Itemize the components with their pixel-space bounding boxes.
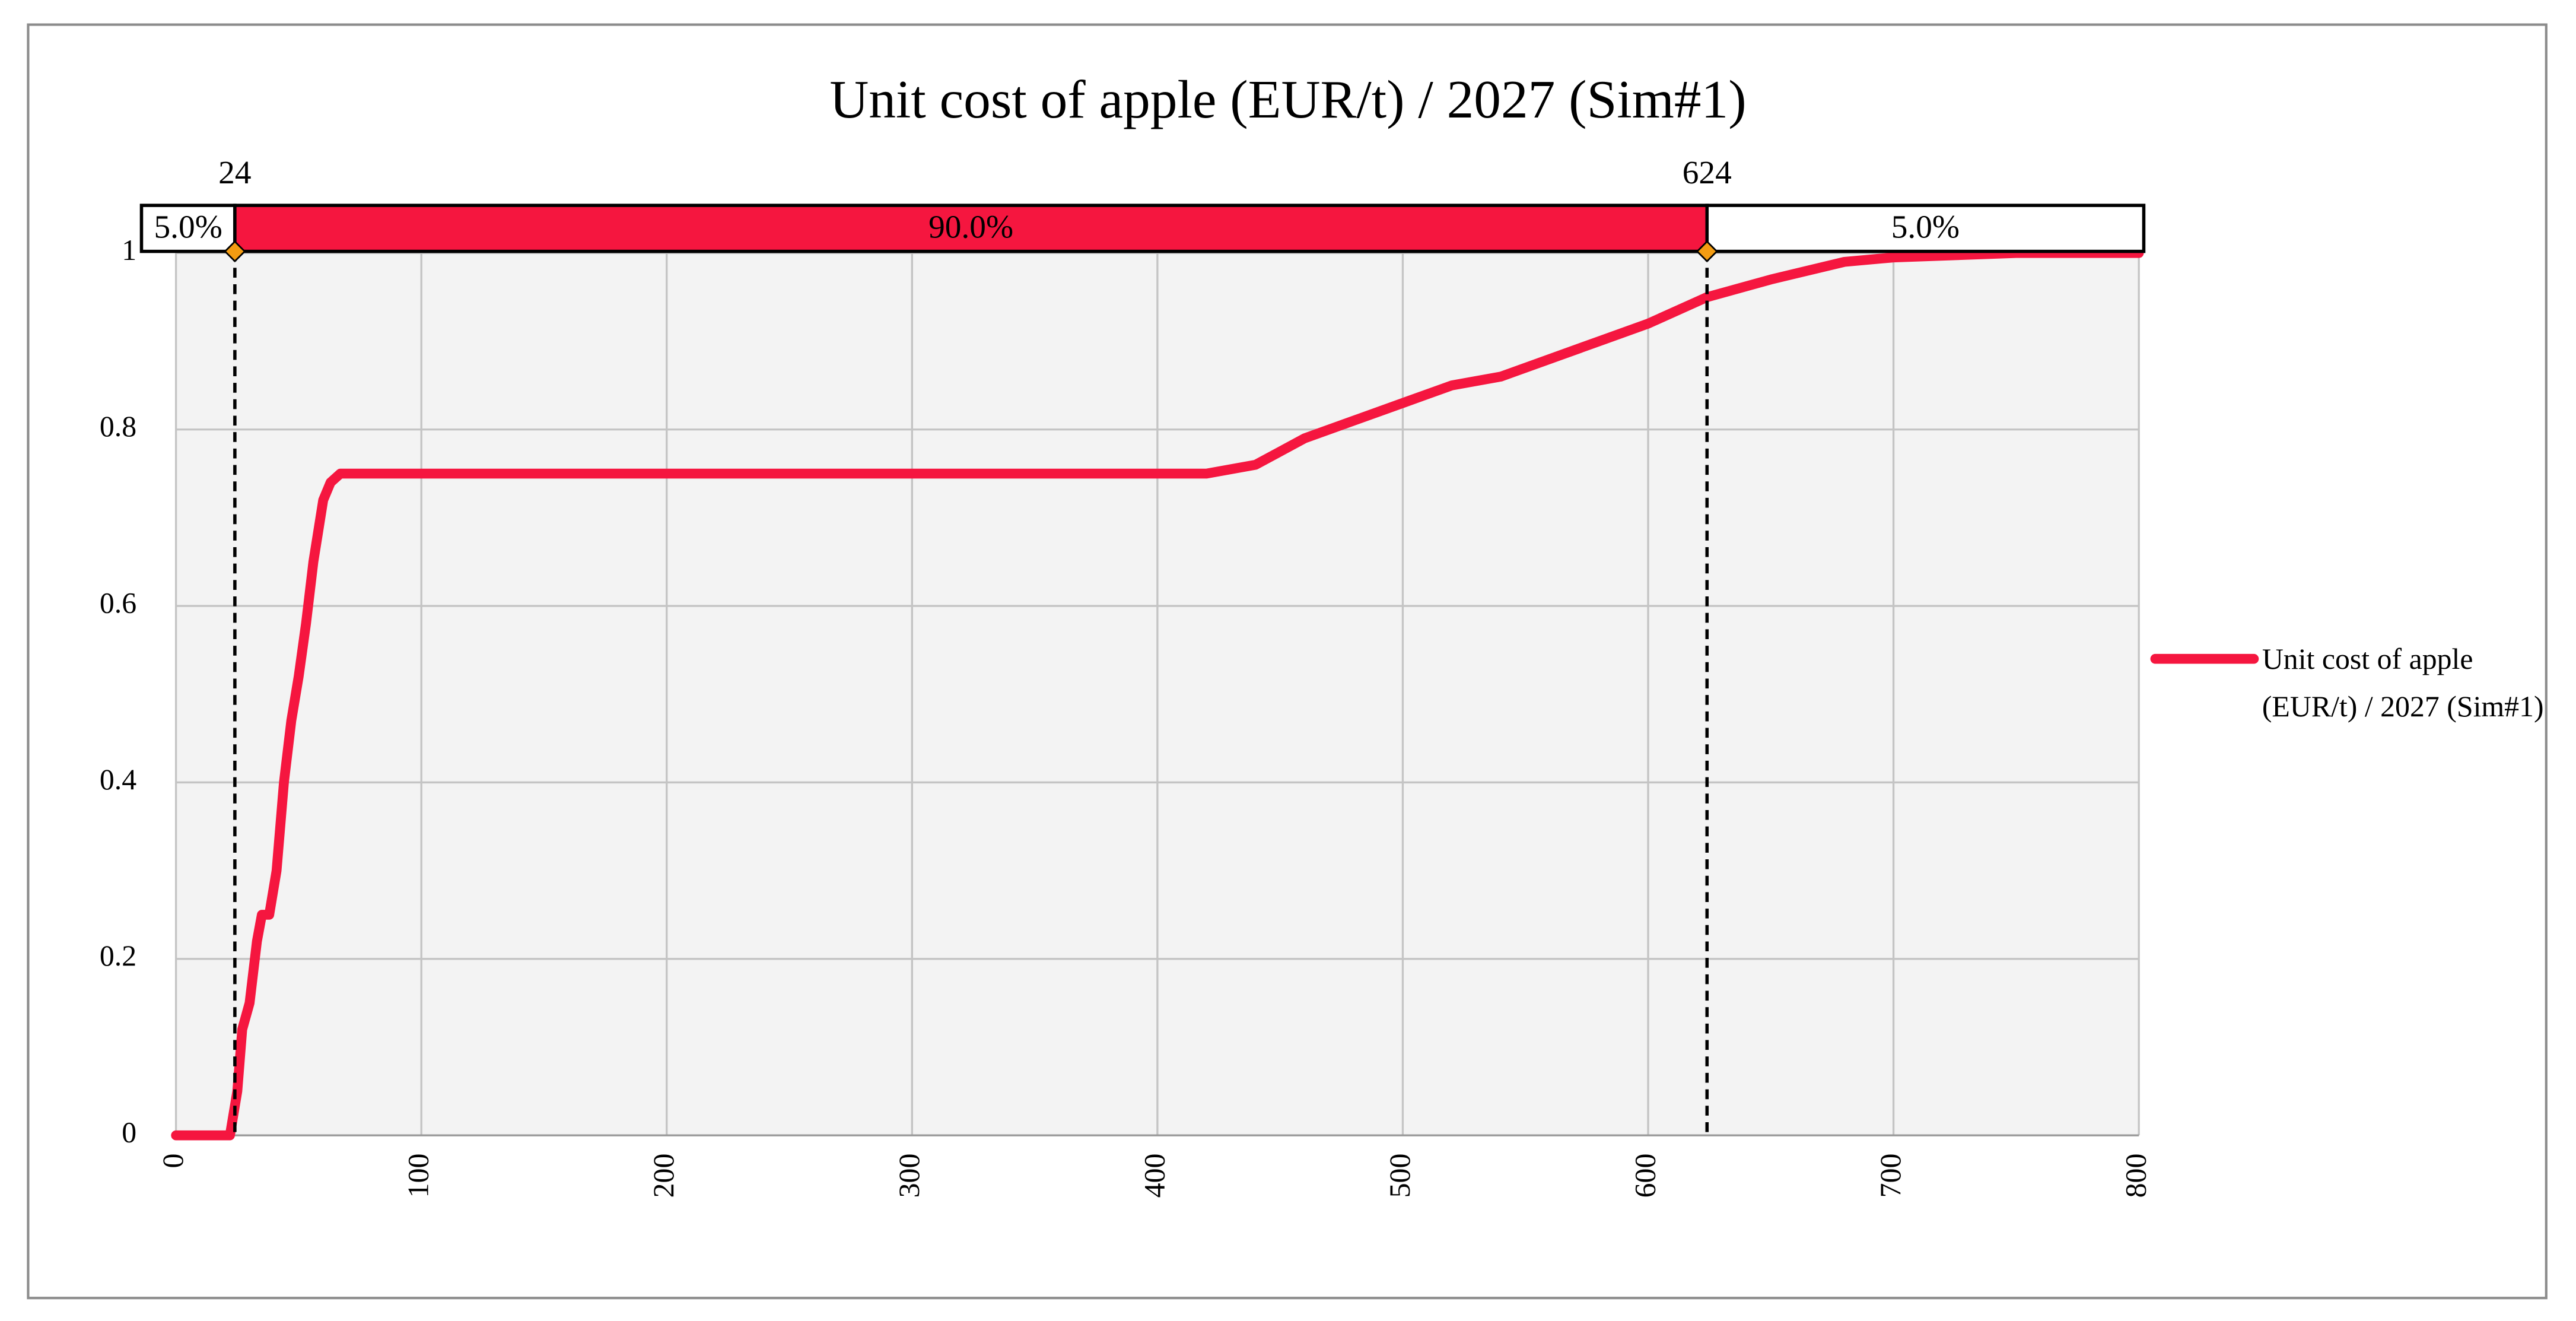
chart-frame bbox=[27, 23, 2548, 1300]
y-tick-label: 0.8 bbox=[100, 410, 136, 443]
percentile-label: 24 bbox=[218, 154, 251, 190]
x-tick-label: 100 bbox=[402, 1154, 435, 1198]
percentile-band bbox=[139, 204, 237, 253]
legend-entry: Unit cost of apple (EUR/t) / 2027 (Sim#1… bbox=[2262, 642, 2544, 723]
x-tick-label: 0 bbox=[157, 1154, 189, 1168]
x-tick-label: 400 bbox=[1138, 1154, 1171, 1198]
y-tick-label: 0.4 bbox=[100, 763, 136, 796]
y-tick-label: 0 bbox=[122, 1116, 136, 1149]
band-label: 5.0% bbox=[1891, 208, 1960, 244]
line-series bbox=[171, 248, 2144, 1141]
percentile-marker bbox=[1696, 240, 1718, 263]
x-tick-label: 800 bbox=[2120, 1154, 2152, 1198]
y-tick-label: 0.2 bbox=[100, 939, 136, 972]
legend-label: Unit cost of apple (EUR/t) / 2027 (Sim#1… bbox=[2262, 642, 2544, 723]
y-tick-label: 1 bbox=[122, 234, 136, 266]
percentile-band bbox=[1705, 204, 2146, 253]
x-tick-label: 700 bbox=[1874, 1154, 1907, 1198]
y-tick-label: 0.6 bbox=[100, 587, 136, 620]
x-tick-label: 300 bbox=[893, 1154, 926, 1198]
x-tick-label: 500 bbox=[1384, 1154, 1416, 1198]
x-tick-label: 600 bbox=[1629, 1154, 1661, 1198]
percentile-band bbox=[233, 204, 1709, 253]
percentile-marker bbox=[224, 240, 246, 263]
band-label: 90.0% bbox=[928, 208, 1013, 244]
x-tick-label: 200 bbox=[647, 1154, 680, 1198]
band-label: 5.0% bbox=[154, 208, 222, 244]
percentile-label: 624 bbox=[1683, 154, 1732, 190]
chart-title: Unit cost of apple (EUR/t) / 2027 (Sim#1… bbox=[829, 69, 1746, 129]
